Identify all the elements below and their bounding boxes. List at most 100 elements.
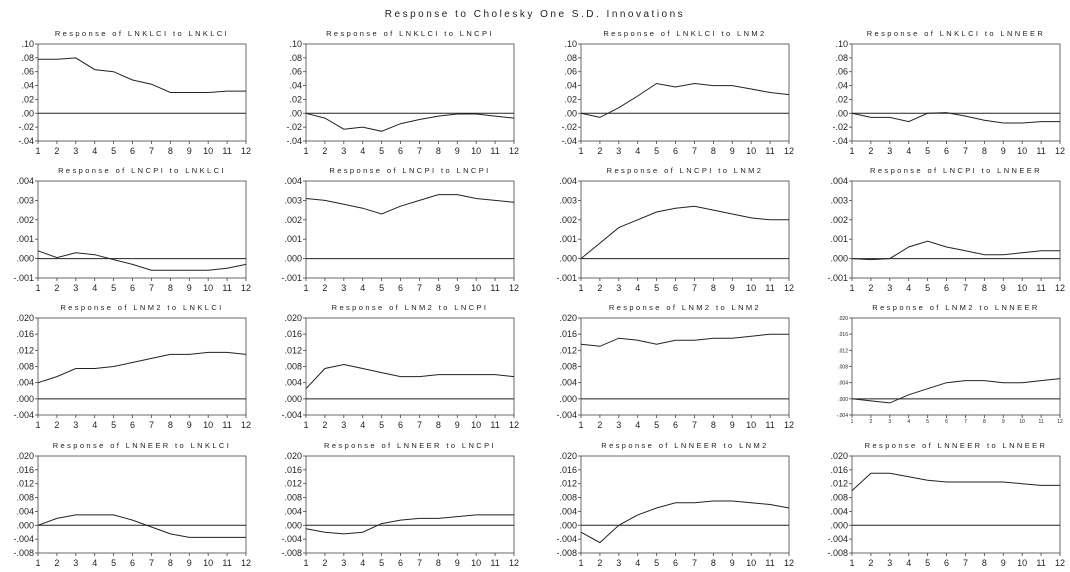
x-tick-label: 5: [925, 146, 930, 156]
x-tick-label: 1: [578, 146, 583, 156]
y-tick-label: -.004: [837, 413, 849, 419]
panel-title: Response of LNNEER to LNKLCI: [53, 441, 232, 450]
y-tick-label: .10: [835, 39, 848, 49]
response-line: [580, 205, 789, 259]
irf-panel-3: Response of LNKLCI to LNM2 .10 .08 .06 .04 .0…: [561, 29, 794, 156]
x-tick-label: 6: [944, 283, 949, 293]
x-tick-label: 10: [471, 283, 481, 293]
y-tick-label: .00: [289, 108, 302, 118]
y-tick-label: .08: [21, 53, 34, 63]
irf-panel-1: Response of LNKLCI to LNKLCI .10 .08 .06 .04…: [18, 29, 251, 156]
y-tick-label: .001: [16, 234, 34, 244]
y-tick-label: -.001: [281, 273, 302, 283]
y-tick-label: .016: [16, 465, 34, 475]
x-tick-label: 5: [111, 558, 116, 568]
plot-frame: [305, 180, 515, 279]
x-tick-label: 11: [490, 283, 499, 293]
x-tick-label: 1: [35, 558, 40, 568]
y-tick-label: .06: [564, 67, 577, 77]
x-tick-label: 9: [455, 558, 460, 568]
y-tick-label: .02: [835, 94, 848, 104]
x-tick-label: 9: [187, 558, 192, 568]
x-tick-label: 1: [303, 420, 308, 430]
x-tick-label: 5: [111, 146, 116, 156]
y-tick-label: -.04: [18, 136, 34, 146]
x-tick-label: 3: [888, 419, 891, 425]
irf-panel-16: Response of LNNEER to LNNEER .020 .016 .012…: [827, 441, 1065, 568]
x-tick-label: 10: [746, 558, 756, 568]
x-tick-label: 11: [222, 283, 231, 293]
y-tick-label: -.004: [556, 410, 577, 420]
x-tick-label: 4: [92, 420, 97, 430]
x-tick-label: 6: [130, 283, 135, 293]
y-tick-label: .020: [16, 313, 34, 323]
x-tick-label: 4: [360, 558, 365, 568]
x-tick-label: 10: [203, 420, 213, 430]
x-tick-label: 6: [673, 420, 678, 430]
x-tick-label: 6: [673, 558, 678, 568]
x-tick-label: 10: [471, 146, 481, 156]
x-tick-label: 9: [187, 420, 192, 430]
x-tick-label: 8: [711, 558, 716, 568]
response-line: [851, 472, 1060, 491]
x-tick-label: 9: [730, 420, 735, 430]
x-tick-label: 2: [322, 420, 327, 430]
x-tick-label: 12: [509, 146, 519, 156]
x-tick-label: 8: [436, 146, 441, 156]
x-tick-label: 3: [73, 420, 78, 430]
y-tick-label: -.02: [18, 122, 34, 132]
y-tick-label: .04: [289, 81, 302, 91]
response-line: [305, 194, 515, 215]
x-tick-label: 10: [1017, 283, 1027, 293]
x-tick-label: 4: [92, 283, 97, 293]
x-tick-label: 9: [730, 283, 735, 293]
irf-panel-5: Response of LNCPI to LNKLCI .004 .003 .002.…: [13, 166, 251, 293]
y-tick-label: .06: [21, 67, 34, 77]
y-tick-label: .016: [559, 465, 577, 475]
response-line: [851, 378, 1061, 404]
x-tick-label: 2: [870, 419, 873, 425]
x-tick-label: 6: [673, 146, 678, 156]
x-tick-label: 6: [398, 283, 403, 293]
x-tick-label: 12: [509, 283, 519, 293]
plot-frame: [580, 180, 790, 279]
x-tick-label: 12: [1057, 419, 1063, 425]
x-tick-label: 11: [490, 146, 499, 156]
x-tick-label: 11: [1036, 558, 1045, 568]
x-tick-label: 11: [765, 558, 774, 568]
x-tick-label: 12: [241, 558, 251, 568]
y-tick-label: .016: [284, 329, 302, 339]
panel-title: Response of LNCPI to LNM2: [607, 166, 764, 175]
x-tick-label: 7: [963, 558, 968, 568]
y-tick-label: .003: [830, 195, 848, 205]
x-tick-label: 1: [303, 146, 308, 156]
plot-frame: [37, 180, 247, 279]
y-tick-label: .012: [559, 345, 577, 355]
y-tick-label: .10: [289, 39, 302, 49]
x-tick-label: 7: [417, 146, 422, 156]
x-tick-label: 8: [711, 146, 716, 156]
x-tick-label: 11: [1038, 419, 1043, 425]
y-tick-label: .10: [564, 39, 577, 49]
x-tick-label: 3: [73, 283, 78, 293]
y-tick-label: .008: [559, 362, 577, 372]
x-tick-label: 3: [341, 420, 346, 430]
figure-title: Response to Cholesky One S.D. Innovation…: [384, 9, 686, 20]
x-tick-label: 5: [654, 558, 659, 568]
y-tick-label: .020: [559, 451, 577, 461]
panel-title: Response of LNKLCI to LNM2: [603, 29, 766, 38]
y-tick-label: -.04: [561, 136, 577, 146]
plot-frame: [37, 455, 247, 554]
response-line: [38, 57, 246, 93]
plot-frame: [851, 180, 1061, 279]
y-tick-label: .000: [16, 520, 34, 530]
x-tick-label: 6: [130, 146, 135, 156]
y-tick-label: .004: [284, 506, 302, 516]
x-tick-label: 9: [1002, 419, 1005, 425]
x-tick-label: 8: [711, 420, 716, 430]
y-tick-label: .004: [16, 506, 34, 516]
y-tick-label: .06: [289, 67, 302, 77]
response-line: [580, 333, 789, 347]
x-tick-label: 11: [222, 558, 231, 568]
x-tick-label: 7: [963, 146, 968, 156]
